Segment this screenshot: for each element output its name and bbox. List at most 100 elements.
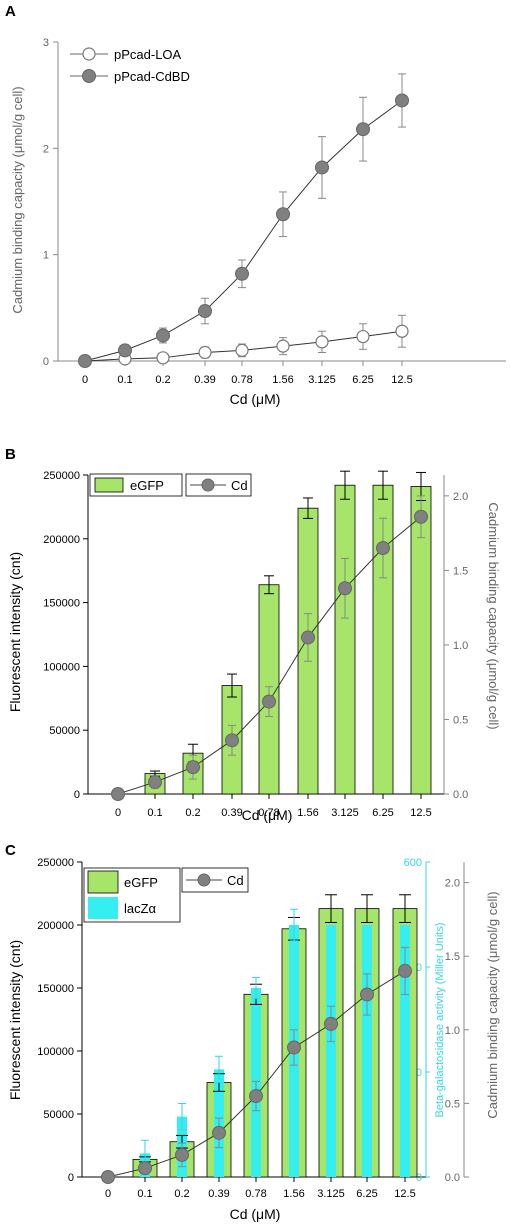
- bar-egfp-b: [334, 484, 356, 795]
- y-axis-label-left-c: Fluorescent intensity (cnt): [7, 940, 23, 1100]
- point-a-cdbd: [156, 328, 170, 343]
- legend-label-cdbd: pPcad-CdBD: [114, 69, 190, 84]
- y-tick-label-left-b: 50000: [49, 725, 80, 737]
- legend-label-loa: pPcad-LOA: [114, 47, 182, 62]
- point-a-loa: [395, 324, 409, 338]
- point-a-cdbd: [315, 160, 329, 175]
- point-a-loa: [356, 329, 370, 344]
- x-tick-label-b: 0.78: [258, 807, 279, 819]
- y-tick-label-right-b: 1.0: [453, 640, 468, 652]
- point-cd-c: [398, 963, 412, 978]
- x-tick-label-b: 6.25: [372, 807, 393, 819]
- point-cd-c: [175, 1147, 189, 1162]
- x-tick-label-a: 6.25: [352, 374, 373, 386]
- x-tick-label-b: 0: [115, 807, 121, 819]
- x-axis-label-c: Cd (μM): [230, 1206, 281, 1222]
- x-axis-label-b: Cd (μM): [242, 807, 293, 823]
- y-tick-label-left-b: 100000: [43, 661, 80, 673]
- x-tick-label-a: 1.56: [272, 374, 293, 386]
- x-axis-label-a: Cd (μM): [230, 391, 281, 407]
- y-axis-label-left-b: Fluorescent intensity (cnt): [7, 552, 23, 712]
- legend-swatch-egfp-c: [87, 870, 119, 894]
- point-a-cdbd: [78, 354, 92, 368]
- x-tick-label-a: 0.78: [231, 374, 252, 386]
- x-tick-label-a: 0.2: [155, 374, 170, 386]
- y-tick-label-right-b: 0.0: [453, 789, 468, 801]
- y-tick-label-right-c: 2.0: [445, 878, 460, 890]
- point-a-loa: [276, 339, 290, 353]
- point-cd-b: [111, 787, 125, 801]
- y-tick-label-left-c: 200000: [37, 920, 74, 932]
- x-tick-label-b: 3.125: [331, 807, 359, 819]
- x-tick-label-b: 12.5: [410, 807, 431, 819]
- y-tick-label-left-b: 150000: [43, 598, 80, 610]
- panel-letter-c: C: [5, 842, 16, 859]
- y-tick-label-left-b: 200000: [43, 534, 80, 546]
- x-tick-label-c: 3.125: [317, 1188, 345, 1200]
- y-tick-label-a: 3: [43, 37, 49, 49]
- panel-letter-a: A: [5, 3, 16, 20]
- bar-lacz-c: [362, 925, 372, 1177]
- y-tick-label-left-c: 250000: [37, 857, 74, 869]
- legend-label-egfp-b: eGFP: [130, 478, 164, 493]
- point-a-cdbd: [356, 122, 370, 137]
- x-tick-label-c: 0: [105, 1188, 111, 1200]
- x-tick-label-c: 0.2: [174, 1188, 189, 1200]
- y-axis-label-mid-c: Beta-galactosidase activity (Miller Unit…: [434, 922, 446, 1117]
- y-tick-label-right-b: 1.5: [453, 565, 468, 577]
- y-tick-label-right-c: 1.0: [445, 1025, 460, 1037]
- legend-label-egfp-c: eGFP: [124, 875, 158, 890]
- point-cd-b: [262, 694, 276, 709]
- point-cd-b: [301, 630, 315, 645]
- legend-swatch-egfp-b: [94, 477, 124, 493]
- point-a-loa: [235, 343, 249, 357]
- y-tick-label-left-b: 0: [74, 789, 80, 801]
- point-a-cdbd: [118, 343, 132, 358]
- point-cd-c: [138, 1161, 152, 1176]
- legend-box-egfp-b: [89, 473, 183, 497]
- y-tick-label-right-c: 0.5: [445, 1098, 460, 1110]
- point-cd-b: [186, 760, 200, 775]
- x-tick-label-b: 0.1: [147, 807, 162, 819]
- x-tick-label-c: 12.5: [394, 1188, 415, 1200]
- legend-box-cd-b: [185, 473, 252, 497]
- point-cd-c: [360, 987, 374, 1002]
- y-tick-label-left-c: 150000: [37, 983, 74, 995]
- y-tick-label-right-c: 0.0: [445, 1172, 460, 1184]
- x-tick-label-a: 0.1: [117, 374, 132, 386]
- series-line-a-1: [84, 100, 403, 362]
- x-tick-label-a: 3.125: [308, 374, 336, 386]
- point-cd-b: [414, 509, 428, 524]
- x-tick-label-c: 0.1: [137, 1188, 152, 1200]
- point-a-cdbd: [198, 304, 212, 319]
- x-tick-label-c: 0.78: [245, 1188, 266, 1200]
- x-tick-label-c: 1.56: [283, 1188, 304, 1200]
- point-cd-b: [338, 581, 352, 596]
- point-cd-c: [101, 1170, 115, 1184]
- y-tick-label-a: 0: [43, 356, 49, 368]
- legend-marker-cd-c: [197, 873, 211, 887]
- y-axis-label-right-b: Cadmium binding capacity (μmol/g cell): [486, 502, 501, 729]
- point-cd-b: [148, 775, 162, 790]
- x-tick-label-c: 6.25: [356, 1188, 377, 1200]
- y-tick-label-a: 1: [43, 250, 49, 262]
- y-tick-label-left-c: 100000: [37, 1046, 74, 1058]
- y-tick-label-left-c: 0: [68, 1172, 74, 1184]
- point-cd-b: [376, 541, 390, 556]
- y-tick-label-left-c: 50000: [43, 1109, 74, 1121]
- x-tick-label-a: 12.5: [391, 374, 412, 386]
- legend-swatch-lacz-c: [88, 897, 118, 919]
- x-tick-label-c: 0.39: [208, 1188, 229, 1200]
- y-axis-label-a: Cadmium binding capacity (μmol/g cell): [10, 86, 25, 313]
- point-a-loa: [315, 335, 329, 349]
- y-tick-label-right-c: 1.5: [445, 951, 460, 963]
- y-tick-label-right-b: 2.0: [453, 491, 468, 503]
- legend-marker-cd-b: [201, 478, 215, 492]
- legend-label-cd-b: Cd: [231, 478, 248, 493]
- y-tick-label-mid-c: 600: [404, 857, 422, 869]
- bar-lacz-c: [400, 925, 410, 1177]
- y-tick-label-right-b: 0.5: [453, 714, 468, 726]
- panel-letter-b: B: [5, 446, 16, 463]
- y-tick-label-mid-c: 0: [416, 1172, 422, 1184]
